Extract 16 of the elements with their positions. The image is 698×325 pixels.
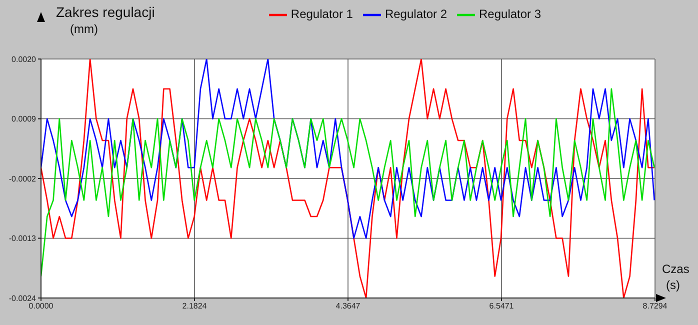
x-axis-title: Czas (s) [662, 262, 690, 292]
x-tick-label: 8.7294 [642, 302, 668, 311]
y-tick-label: -0.0013 [8, 234, 37, 244]
y-tick-label: 0.0009 [12, 114, 37, 124]
line-series [41, 88, 655, 277]
legend-label: Regulator 2 [384, 7, 448, 22]
x-tick-label: 4.3647 [336, 302, 361, 311]
x-tick-label: 6.5471 [489, 302, 514, 311]
legend-label: Regulator 3 [479, 7, 542, 22]
y-tick-label: -0.0024 [8, 294, 37, 303]
x-tick-label: 2.1824 [182, 302, 208, 311]
y-tick-label: -0.0002 [8, 174, 37, 184]
x-tick-label: 0.0000 [28, 302, 54, 311]
y-axis-title: Zakres regulacji (mm) [56, 4, 155, 36]
y-tick-label: 0.0020 [12, 54, 37, 64]
legend-label: Regulator 1 [290, 7, 353, 22]
